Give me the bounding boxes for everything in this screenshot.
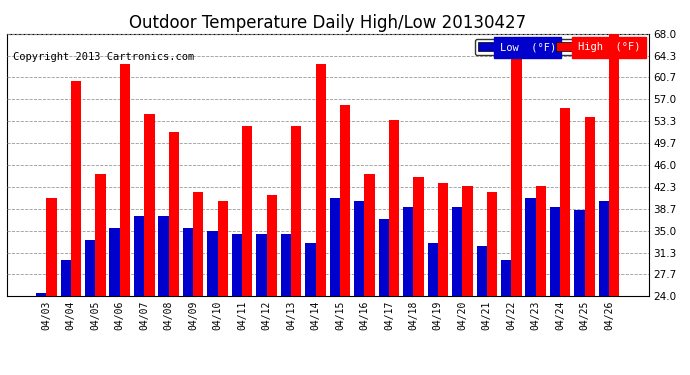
Bar	[159, 216, 168, 296]
Bar	[232, 234, 242, 296]
Legend: Low  (°F), High  (°F): Low (°F), High (°F)	[475, 39, 643, 56]
Bar	[389, 120, 400, 296]
Bar	[144, 114, 155, 296]
Bar	[379, 219, 389, 296]
Bar	[217, 201, 228, 296]
Bar	[120, 64, 130, 296]
Bar	[315, 64, 326, 296]
Bar	[281, 234, 291, 296]
Bar	[526, 198, 535, 296]
Bar	[452, 207, 462, 296]
Bar	[501, 261, 511, 296]
Bar	[305, 243, 315, 296]
Bar	[85, 240, 95, 296]
Bar	[511, 49, 522, 296]
Bar	[61, 261, 71, 296]
Bar	[462, 186, 473, 296]
Bar	[477, 246, 487, 296]
Bar	[242, 126, 253, 296]
Bar	[208, 231, 217, 296]
Bar	[609, 34, 620, 296]
Bar	[110, 228, 120, 296]
Bar	[36, 293, 46, 296]
Bar	[574, 210, 584, 296]
Bar	[183, 228, 193, 296]
Bar	[256, 234, 266, 296]
Bar	[193, 192, 204, 296]
Bar	[168, 132, 179, 296]
Bar	[354, 201, 364, 296]
Bar	[403, 207, 413, 296]
Bar	[535, 186, 546, 296]
Bar	[364, 174, 375, 296]
Bar	[599, 201, 609, 296]
Bar	[438, 183, 448, 296]
Bar	[330, 198, 340, 296]
Bar	[428, 243, 438, 296]
Bar	[71, 81, 81, 296]
Bar	[266, 195, 277, 296]
Bar	[487, 192, 497, 296]
Bar	[134, 216, 144, 296]
Bar	[95, 174, 106, 296]
Title: Outdoor Temperature Daily High/Low 20130427: Outdoor Temperature Daily High/Low 20130…	[129, 14, 526, 32]
Bar	[413, 177, 424, 296]
Bar	[560, 108, 571, 296]
Text: Copyright 2013 Cartronics.com: Copyright 2013 Cartronics.com	[13, 52, 195, 62]
Bar	[291, 126, 302, 296]
Bar	[584, 117, 595, 296]
Bar	[340, 105, 351, 296]
Bar	[46, 198, 57, 296]
Bar	[550, 207, 560, 296]
